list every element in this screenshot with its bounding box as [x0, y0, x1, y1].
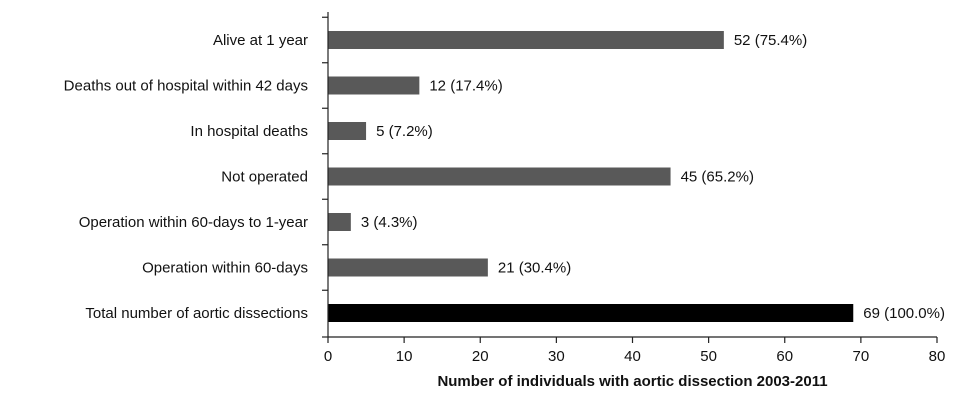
x-axis-ticks: 0 10 20 30 40 50 60 70 80 — [322, 16, 946, 365]
bar — [328, 31, 724, 49]
x-tick-label: 30 — [548, 348, 565, 365]
x-tick-label: 60 — [776, 348, 793, 365]
bar — [328, 213, 351, 231]
bar — [328, 258, 488, 277]
data-label: 12 (17.4%) — [429, 78, 502, 95]
x-tick-label: 20 — [472, 348, 489, 365]
bar — [328, 122, 367, 140]
x-tick-label: 40 — [624, 348, 641, 365]
category-label: Total number of aortic dissections — [85, 305, 308, 322]
x-tick-label: 10 — [396, 348, 413, 365]
bar — [328, 167, 671, 186]
category-labels: Alive at 1 year Deaths out of hospital wi… — [64, 32, 308, 322]
data-label: 45 (65.2%) — [681, 169, 754, 186]
x-axis-title: Number of individuals with aortic dissec… — [437, 373, 827, 390]
x-tick-label: 80 — [929, 348, 946, 365]
bar — [328, 76, 420, 95]
data-label: 3 (4.3%) — [361, 214, 418, 231]
data-label: 69 (100.0%) — [863, 305, 945, 322]
value-labels: 52 (75.4%) 12 (17.4%) 5 (7.2%) 45 (65.2%) 3 … — [361, 32, 945, 322]
category-label: Not operated — [221, 169, 308, 186]
category-label: In hospital deaths — [190, 123, 308, 140]
category-label: Alive at 1 year — [213, 32, 308, 49]
data-label: 21 (30.4%) — [498, 260, 571, 277]
bars-group — [328, 31, 854, 322]
bar — [328, 304, 854, 322]
category-label: Operation within 60-days — [142, 260, 308, 277]
data-label: 5 (7.2%) — [376, 123, 433, 140]
category-label: Operation within 60-days to 1-year — [79, 214, 308, 231]
x-tick-label: 70 — [853, 348, 870, 365]
x-tick-label: 50 — [700, 348, 717, 365]
x-tick-label: 0 — [324, 348, 332, 365]
category-label: Deaths out of hospital within 42 days — [64, 78, 308, 95]
data-label: 52 (75.4%) — [734, 32, 807, 49]
